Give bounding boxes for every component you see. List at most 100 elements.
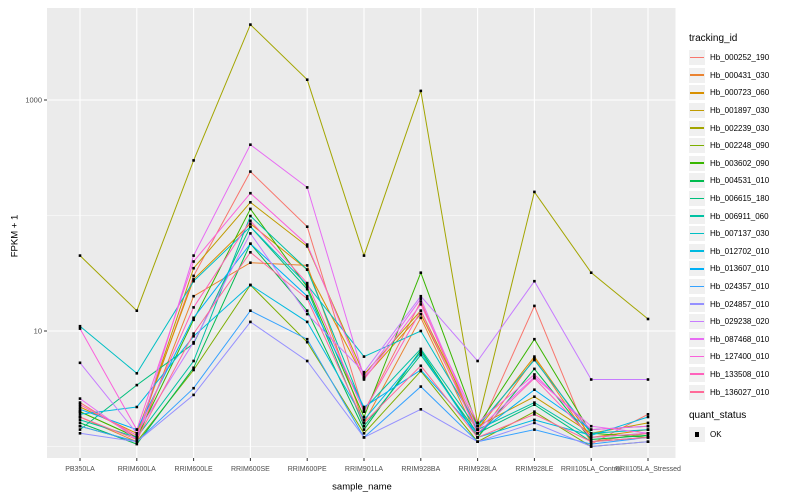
x-tick-label: RRIM600SE — [230, 466, 270, 473]
legend-item-label: Hb_002248_090 — [710, 141, 770, 151]
data-point — [419, 294, 423, 298]
legend-color-line-icon — [690, 144, 704, 147]
legend-key-swatch — [689, 243, 705, 259]
data-point — [533, 358, 536, 362]
data-point — [78, 410, 82, 413]
legend-key-swatch — [689, 208, 705, 224]
data-point — [78, 415, 82, 419]
legend-item-label: Hb_004531_010 — [710, 176, 770, 186]
data-point — [192, 332, 195, 335]
legend-item: Hb_001897_030 — [689, 102, 799, 120]
data-point — [135, 436, 139, 439]
data-point — [192, 393, 195, 397]
legend-color-line-icon — [690, 285, 704, 288]
legend-item: Hb_002248_090 — [689, 137, 799, 155]
data-point — [249, 201, 252, 204]
data-point — [78, 401, 82, 404]
data-point — [533, 421, 536, 425]
data-point — [419, 353, 423, 357]
data-point — [249, 283, 252, 287]
data-point — [476, 424, 479, 428]
data-point — [305, 268, 309, 271]
data-point — [78, 361, 82, 365]
data-point — [533, 355, 536, 358]
data-point — [476, 421, 479, 425]
data-point — [305, 340, 309, 344]
data-point — [305, 337, 309, 341]
data-point — [533, 403, 536, 406]
legend-item: Hb_087468_010 — [689, 331, 799, 349]
data-point — [135, 428, 139, 431]
data-point — [78, 418, 82, 422]
data-point — [192, 386, 195, 390]
data-point — [305, 243, 309, 246]
legend-item: Hb_029238_020 — [689, 313, 799, 331]
x-tick-label: RRIM600PE — [287, 466, 327, 473]
legend-color-line-icon — [690, 215, 704, 217]
legend-color-line-icon — [690, 74, 704, 76]
legend-item: Hb_000431_030 — [689, 67, 799, 85]
legend-key-swatch — [689, 103, 705, 119]
data-point — [419, 271, 423, 274]
data-point — [305, 78, 309, 81]
data-point — [362, 378, 366, 381]
data-point — [249, 170, 252, 173]
y-tick-label: 10 — [33, 326, 42, 336]
data-point — [362, 432, 366, 435]
data-point — [192, 159, 195, 162]
data-point — [646, 415, 650, 419]
data-point — [192, 279, 195, 283]
legend-item: Hb_127400_010 — [689, 348, 799, 366]
data-point — [419, 368, 423, 372]
legend-key-swatch — [689, 366, 705, 382]
legend-item-label: Hb_133508_010 — [710, 369, 770, 379]
data-point — [362, 408, 366, 411]
data-point — [305, 245, 309, 248]
data-point — [249, 320, 252, 324]
legend-key-swatch — [689, 349, 705, 365]
data-point — [362, 375, 366, 379]
legend-color-line-icon — [690, 197, 704, 200]
data-point — [78, 405, 82, 409]
legend-item-label: Hb_000723_060 — [710, 88, 770, 98]
data-point — [533, 357, 536, 360]
data-point — [362, 436, 366, 439]
data-point — [249, 23, 252, 26]
data-point — [419, 89, 423, 93]
data-point — [78, 327, 82, 330]
data-point — [249, 261, 252, 264]
legend-key-swatch — [689, 85, 705, 101]
data-point — [249, 143, 252, 146]
data-point — [192, 294, 195, 298]
data-point — [192, 366, 195, 370]
legend-item-label: Hb_024357_010 — [710, 282, 770, 292]
data-point — [78, 324, 82, 328]
data-point — [419, 329, 423, 333]
data-point — [78, 421, 82, 425]
legend-key-swatch — [689, 155, 705, 171]
data-point — [135, 309, 139, 312]
data-point — [78, 428, 82, 431]
data-point — [305, 225, 309, 228]
data-point — [533, 279, 536, 283]
data-point — [589, 434, 593, 437]
data-point — [646, 432, 650, 435]
data-point — [249, 191, 252, 195]
data-point — [533, 367, 536, 371]
data-point — [476, 436, 479, 439]
data-point — [419, 385, 423, 388]
data-point — [419, 300, 423, 303]
data-point — [249, 251, 252, 254]
data-point — [249, 225, 252, 228]
data-point — [589, 378, 593, 381]
quant-key-swatch — [689, 427, 705, 443]
data-point — [589, 271, 593, 274]
data-point — [533, 337, 536, 341]
legend-item: Hb_004531_010 — [689, 172, 799, 190]
data-point — [192, 260, 195, 263]
legend-item: Hb_002239_030 — [689, 119, 799, 137]
x-tick-label: RRIM928LE — [515, 466, 554, 473]
data-point — [305, 186, 309, 189]
data-point — [135, 372, 139, 375]
